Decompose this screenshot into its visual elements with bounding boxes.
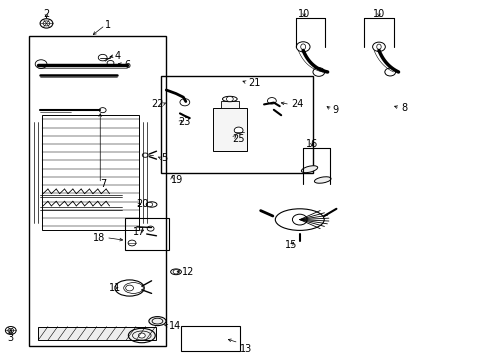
Ellipse shape <box>148 317 166 325</box>
Text: 14: 14 <box>168 321 181 331</box>
Text: 17: 17 <box>133 227 145 237</box>
Text: 18: 18 <box>93 233 105 243</box>
Text: 10: 10 <box>297 9 310 19</box>
Circle shape <box>292 214 306 225</box>
Circle shape <box>98 54 107 61</box>
Text: 12: 12 <box>182 267 194 277</box>
Circle shape <box>142 153 148 157</box>
Circle shape <box>125 285 133 291</box>
Circle shape <box>267 98 276 104</box>
Bar <box>41 115 139 230</box>
Text: 5: 5 <box>161 153 167 163</box>
Bar <box>38 327 155 340</box>
Circle shape <box>35 60 47 68</box>
Text: 25: 25 <box>232 134 244 144</box>
Circle shape <box>99 108 106 113</box>
Text: 1: 1 <box>105 20 111 30</box>
Text: 4: 4 <box>115 51 121 61</box>
Text: 6: 6 <box>124 60 131 70</box>
Text: 20: 20 <box>136 199 148 210</box>
Bar <box>181 326 239 351</box>
Circle shape <box>180 99 189 106</box>
Text: 9: 9 <box>332 105 338 115</box>
Text: 8: 8 <box>400 103 407 113</box>
Circle shape <box>312 68 324 76</box>
Circle shape <box>173 270 179 274</box>
Text: 15: 15 <box>284 240 297 250</box>
Circle shape <box>226 96 233 102</box>
Text: 23: 23 <box>178 117 190 127</box>
Ellipse shape <box>314 177 330 183</box>
Circle shape <box>296 42 309 52</box>
Bar <box>29 36 166 346</box>
Circle shape <box>234 127 243 134</box>
Circle shape <box>147 226 154 231</box>
Text: 19: 19 <box>171 175 183 185</box>
Bar <box>161 76 312 173</box>
Bar <box>221 101 238 108</box>
Ellipse shape <box>301 166 317 173</box>
Circle shape <box>146 202 152 207</box>
Circle shape <box>372 42 385 51</box>
Text: 24: 24 <box>290 99 303 109</box>
Circle shape <box>138 333 145 338</box>
Text: 3: 3 <box>8 333 14 343</box>
Circle shape <box>128 240 136 246</box>
Text: 2: 2 <box>43 9 49 19</box>
Bar <box>124 218 168 250</box>
Circle shape <box>384 68 395 76</box>
Bar <box>212 108 246 151</box>
Text: 22: 22 <box>151 99 163 109</box>
Text: 13: 13 <box>239 344 251 354</box>
Text: 21: 21 <box>248 78 260 88</box>
Text: 10: 10 <box>372 9 385 19</box>
Text: 11: 11 <box>108 283 121 293</box>
Text: 7: 7 <box>100 179 106 189</box>
Circle shape <box>8 328 14 333</box>
Text: 16: 16 <box>305 139 318 149</box>
